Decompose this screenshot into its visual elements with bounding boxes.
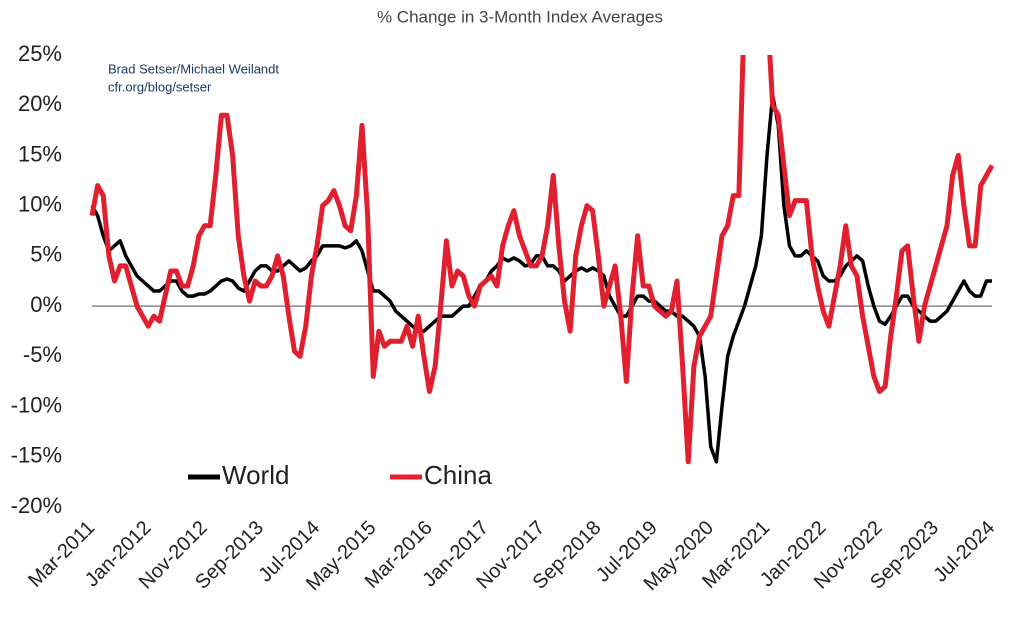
plot-area — [89, 55, 995, 465]
y-tick-label: 5% — [30, 242, 62, 267]
line-series — [89, 55, 995, 465]
annotation: Brad Setser/Michael Weilandt — [108, 61, 279, 76]
annotation: cfr.org/blog/setser — [108, 79, 212, 94]
y-tick-label: 20% — [18, 91, 62, 116]
y-tick-label: -10% — [11, 392, 62, 417]
legend-label: World — [222, 460, 289, 490]
y-tick-label: 25% — [18, 41, 62, 66]
y-tick-label: 0% — [30, 292, 62, 317]
y-tick-label: -5% — [23, 342, 62, 367]
y-tick-label: 10% — [18, 191, 62, 216]
legend-label: China — [424, 460, 492, 490]
y-tick-label: -15% — [11, 443, 62, 468]
y-tick-label: -20% — [11, 493, 62, 518]
y-tick-label: 15% — [18, 141, 62, 166]
x-tick-label: Jul-2024 — [929, 517, 999, 587]
chart-title: % Change in 3-Month Index Averages — [377, 7, 663, 26]
